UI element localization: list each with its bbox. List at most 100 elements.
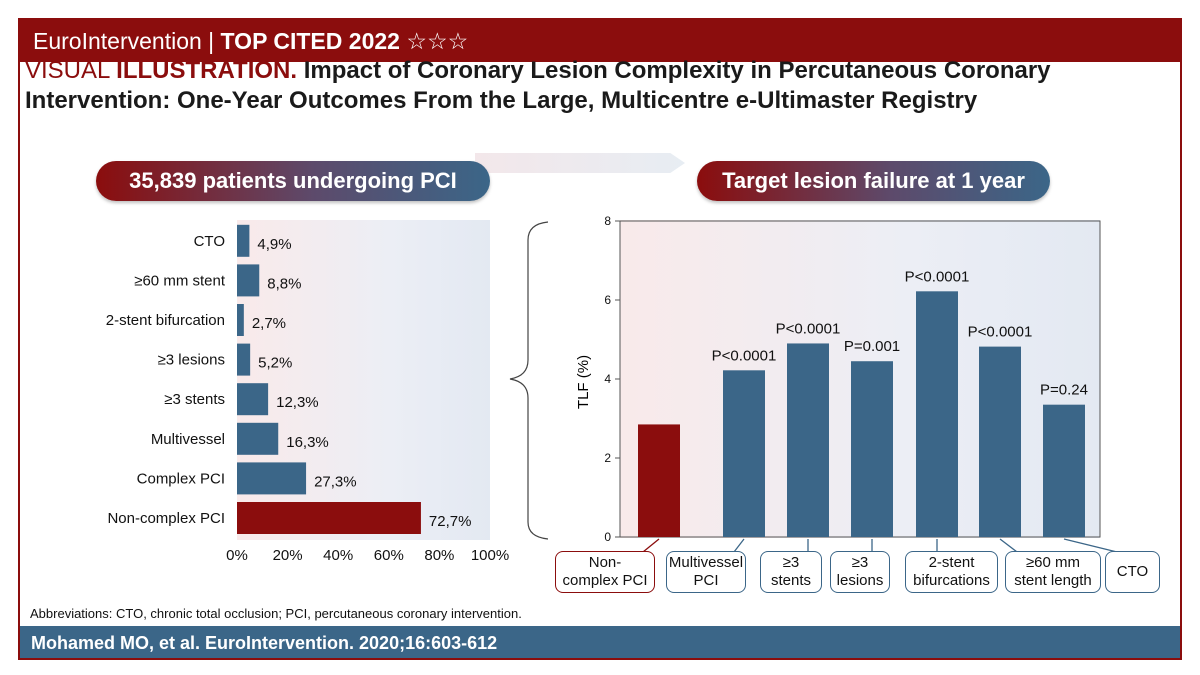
category-callout: CTO [1105,551,1160,593]
patients-pill: 35,839 patients undergoing PCI [96,161,490,201]
top-cited-badge: TOP CITED 2022 [220,28,400,54]
category-callout-text: ≥3 lesions [837,554,884,590]
left-category-label: CTO [194,233,225,250]
left-value-label: 12,3% [276,394,319,411]
tlf-bar [979,346,1021,537]
p-value-label: P=0.001 [844,338,900,355]
left-bar [237,343,251,376]
left-category-label: Multivessel [151,431,225,448]
category-label-line: stents [770,572,812,589]
p-value-label: P=0.24 [1040,382,1088,399]
category-callout: Non-complex PCI [555,551,655,593]
category-callout-text: Non-complex PCI [562,554,647,590]
category-callout: 2-stent bifurcations [905,551,998,593]
tlf-bar [1043,404,1085,537]
left-category-label: ≥60 mm stent [134,272,226,289]
category-label-line: Multivessel [668,554,744,571]
flow-arrow [475,153,685,173]
left-value-label: 5,2% [258,355,292,372]
category-callout: ≥60 mm stent length [1005,551,1101,593]
left-bar [237,383,269,416]
y-tick-label: 2 [604,451,611,465]
category-label-line: stent length [1014,572,1092,589]
callout-pointer [999,538,1018,553]
tlf-bar [787,343,829,537]
category-label-line: complex PCI [562,572,648,589]
page-title: VISUAL ILLUSTRATION. Impact of Coronary … [25,56,1135,116]
header-bar: EuroIntervention | TOP CITED 2022 ☆☆☆ [20,20,1180,62]
star-icons: ☆☆☆ [406,28,469,54]
p-value-label: P<0.0001 [968,324,1033,341]
header-separator: | [208,28,215,54]
p-value-label: P<0.0001 [776,320,841,337]
abbreviations-note: Abbreviations: CTO, chronic total occlus… [30,606,522,621]
category-callout-text: ≥60 mm stent length [1014,554,1092,590]
left-value-label: 8,8% [267,275,301,292]
callout-pointer [642,538,660,553]
category-callout-text: 2-stent bifurcations [913,554,990,590]
tlf-bar [916,291,958,537]
category-label-line: ≥3 [851,554,869,571]
left-x-tick-label: 60% [374,547,404,564]
category-label-line: ≥60 mm [1025,554,1081,571]
tlf-pill: Target lesion failure at 1 year [697,161,1050,201]
left-bar [237,304,244,336]
category-callout: ≥3 lesions [830,551,890,593]
left-category-label: Non-complex PCI [107,510,225,527]
y-tick-label: 8 [604,214,611,228]
category-callout-text: Multivessel PCI [669,554,743,590]
left-value-label: 27,3% [314,473,357,490]
title-prefix-light: VISUAL [25,57,117,84]
category-label-line: CTO [1116,563,1149,580]
callout-pointer [1063,538,1118,553]
category-label-line: bifurcations [913,572,990,589]
category-callout: ≥3 stents [760,551,822,593]
p-value-label: P<0.0001 [712,347,777,364]
left-value-label: 16,3% [286,434,329,451]
left-value-label: 4,9% [257,236,291,253]
header-title: EuroIntervention | TOP CITED 2022 ☆☆☆ [33,28,468,55]
left-category-label: ≥3 stents [164,391,225,408]
p-value-label: P<0.0001 [905,268,970,285]
brace-connector [509,221,549,540]
left-x-tick-label: 80% [424,547,454,564]
category-label-line: 2-stent [928,554,975,571]
left-bar [237,224,250,257]
y-tick-label: 6 [604,293,611,307]
citation-bar: Mohamed MO, et al. EuroIntervention. 202… [20,626,1180,658]
category-label-line: PCI [693,572,719,589]
left-x-tick-label: 20% [273,547,303,564]
left-category-label: ≥3 lesions [158,352,225,369]
left-bar [237,462,307,495]
left-bar [237,422,279,455]
left-value-label: 2,7% [252,315,286,332]
tlf-bar [723,370,765,537]
title-text: Impact of Coronary Lesion Complexity in … [25,57,1051,114]
left-x-tick-label: 0% [226,547,248,564]
left-value-label: 72,7% [429,513,472,530]
y-tick-label: 4 [604,372,611,386]
category-label-line: ≥3 [782,554,800,571]
title-prefix-bold: ILLUSTRATION. [116,57,298,84]
callout-pointer [733,538,745,553]
y-tick-label: 0 [604,530,611,544]
y-axis-label: TLF (%) [575,355,592,409]
citation-text: Mohamed MO, et al. EuroIntervention. 202… [31,633,498,653]
left-bar [237,502,421,534]
tlf-bar [851,361,893,537]
tlf-bar [638,424,680,537]
left-bar-chart: CTO 4,9% ≥60 mm stent 8,8% 2-stent bifurcati… [106,224,509,564]
brand-name: EuroIntervention [33,28,202,54]
left-category-label: 2-stent bifurcation [106,312,225,329]
left-x-tick-label: 40% [323,547,353,564]
category-callout: Multivessel PCI [666,551,746,593]
category-callout-text: CTO [1117,563,1148,581]
category-label-line: Non- [588,554,622,571]
left-x-tick-label: 100% [471,547,509,564]
category-callout-text: ≥3 stents [771,554,811,590]
left-category-label: Complex PCI [137,470,225,487]
category-label-line: lesions [836,572,884,589]
left-bar [237,264,260,297]
